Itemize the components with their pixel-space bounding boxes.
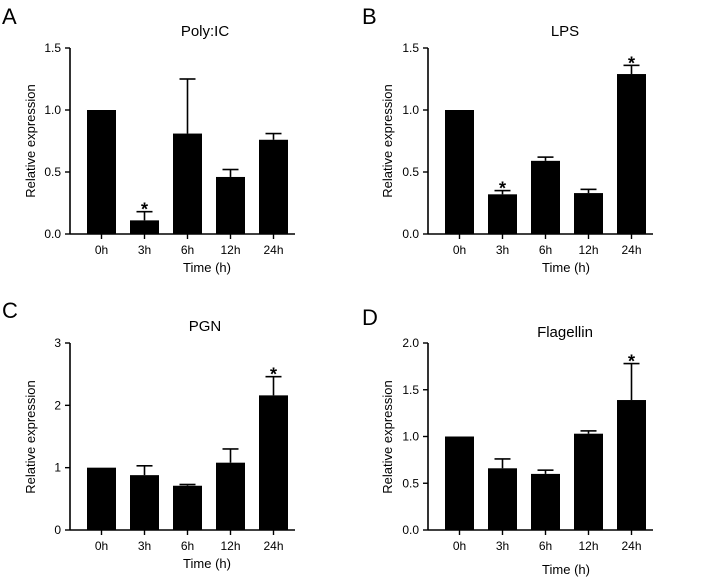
chart-title: Poly:IC [181,23,230,40]
y-tick-label: 0.0 [44,227,61,241]
bar [488,194,517,234]
y-tick-label: 2 [54,398,61,412]
bar [259,395,288,530]
bar [87,467,116,530]
panel-letter: A [2,4,17,29]
y-tick-label: 1 [54,461,61,475]
x-tick-label: 0h [95,539,108,553]
x-tick-label: 12h [220,243,240,257]
panel-d: D Flagellin Time (h) Relative expression… [362,305,653,577]
y-tick-label: 1.0 [402,103,419,117]
bar [531,160,560,234]
significance-marker: * [270,365,277,385]
y-axis-label: Relative expression [23,380,38,493]
y-tick-label: 0.5 [44,165,61,179]
y-tick-label: 1.5 [44,41,61,55]
chart-title: Flagellin [537,324,593,341]
bar [130,220,159,234]
x-tick-label: 6h [539,243,552,257]
x-tick-label: 0h [453,243,466,257]
bar [173,133,202,234]
x-tick-label: 0h [95,243,108,257]
bar [130,475,159,530]
bar [531,473,560,530]
y-tick-label: 0.5 [402,165,419,179]
panel-a: A Poly:IC Time (h) Relative expression 0… [2,4,295,275]
y-axis-label: Relative expression [23,84,38,197]
bar [574,193,603,234]
bar [617,400,646,530]
plot-area: 0 1 2 3 0h 3h 6h 12h 24h * [54,336,295,553]
bar [216,176,245,234]
y-tick-label: 0.0 [402,227,419,241]
plot-area: 0.0 0.5 1.0 1.5 0h 3h * 6h 12h 24h [44,41,295,257]
x-tick-label: 24h [263,243,283,257]
plot-area: 0.0 0.5 1.0 1.5 2.0 0h 3h 6h 12h 24h * [402,336,653,553]
x-axis-label: Time (h) [183,260,231,275]
x-tick-label: 24h [263,539,283,553]
x-tick-label: 12h [578,243,598,257]
x-tick-label: 6h [181,539,194,553]
bar [488,468,517,530]
x-tick-label: 12h [220,539,240,553]
significance-marker: * [499,179,506,199]
y-tick-label: 1.0 [402,430,419,444]
panel-c: C PGN Time (h) Relative expression 01230… [2,298,295,571]
x-tick-label: 24h [621,243,641,257]
x-axis-label: Time (h) [183,556,231,571]
y-tick-label: 0.0 [402,523,419,537]
x-tick-label: 3h [496,243,509,257]
x-tick-label: 3h [138,539,151,553]
y-tick-label: 0.5 [402,476,419,490]
x-axis-label: Time (h) [542,562,590,577]
x-tick-label: 3h [138,243,151,257]
y-axis-label: Relative expression [380,380,395,493]
plot-area: 0.0 0.5 1.0 1.5 0h 3h * 6h 12h 24h * [402,41,653,257]
panel-b: B LPS Time (h) Relative expression 0.00.… [362,4,653,275]
chart-title: LPS [551,23,579,40]
x-axis-label: Time (h) [542,260,590,275]
bar [173,485,202,530]
significance-marker: * [628,352,635,372]
x-tick-label: 24h [621,539,641,553]
y-tick-label: 2.0 [402,336,419,350]
x-tick-label: 6h [181,243,194,257]
y-tick-label: 3 [54,336,61,350]
panel-letter: B [362,4,377,29]
y-tick-label: 1.0 [44,103,61,117]
bar [617,74,646,234]
y-axis-label: Relative expression [380,84,395,197]
panel-letter: D [362,305,378,330]
bar [216,462,245,530]
bar [445,436,474,530]
chart-title: PGN [189,318,222,335]
bar [87,110,116,234]
x-tick-label: 12h [578,539,598,553]
y-tick-label: 1.5 [402,41,419,55]
x-tick-label: 3h [496,539,509,553]
significance-marker: * [628,53,635,73]
y-tick-label: 1.5 [402,383,419,397]
x-tick-label: 6h [539,539,552,553]
bar [574,433,603,530]
panel-letter: C [2,298,18,323]
x-tick-label: 0h [453,539,466,553]
bar [445,110,474,234]
y-tick-label: 0 [54,523,61,537]
significance-marker: * [141,200,148,220]
bar [259,139,288,234]
